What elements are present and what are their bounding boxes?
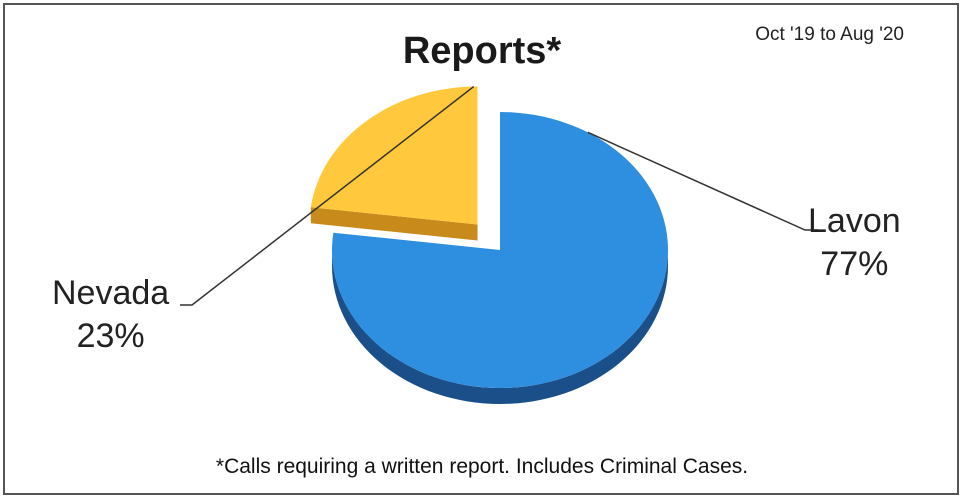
- lavon-percent: 77%: [820, 244, 889, 283]
- leader-line-lavon: [587, 131, 818, 231]
- lavon-name: Lavon: [808, 202, 901, 240]
- nevada-percent: 23%: [76, 316, 145, 355]
- lavon-label: Lavon 77%: [808, 200, 901, 285]
- slice-lavon: [332, 112, 669, 388]
- nevada-name: Nevada: [52, 274, 170, 312]
- nevada-label: Nevada 23%: [52, 272, 169, 357]
- leader-line-nevada: [180, 85, 475, 306]
- chart-title: Reports*: [402, 30, 562, 72]
- date-range: Oct '19 to Aug '20: [755, 24, 904, 45]
- footnote: *Calls requiring a written report. Inclu…: [215, 455, 749, 478]
- slice-edge-nevada: [310, 207, 478, 241]
- slice-nevada: [310, 86, 478, 225]
